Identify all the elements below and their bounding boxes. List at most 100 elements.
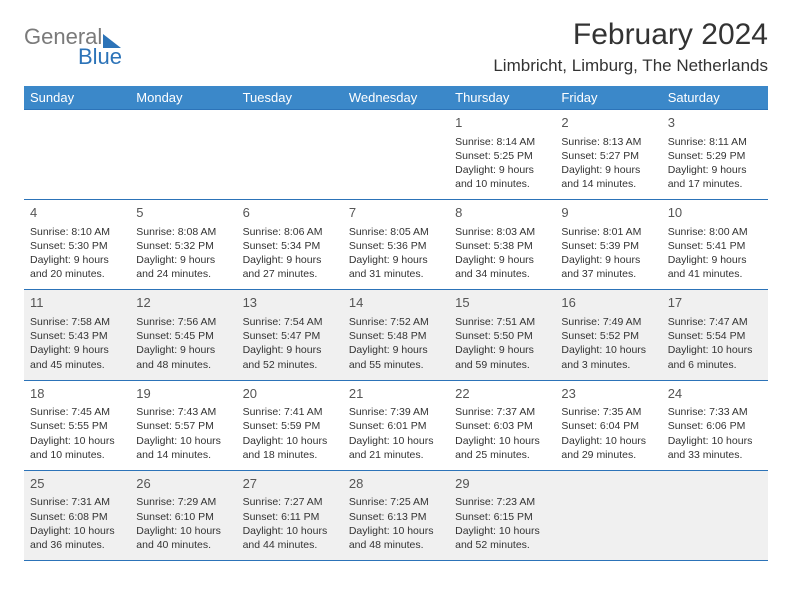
calendar-day-cell: 28Sunrise: 7:25 AMSunset: 6:13 PMDayligh… [343, 470, 449, 560]
day-number: 27 [243, 475, 337, 493]
day-number: 19 [136, 385, 230, 403]
calendar-day-cell: 18Sunrise: 7:45 AMSunset: 5:55 PMDayligh… [24, 380, 130, 470]
day-number: 10 [668, 204, 762, 222]
calendar-day-cell: 14Sunrise: 7:52 AMSunset: 5:48 PMDayligh… [343, 290, 449, 380]
sunrise-line: Sunrise: 8:13 AM [561, 135, 655, 149]
sunrise-line: Sunrise: 8:03 AM [455, 225, 549, 239]
sunset-line: Sunset: 6:04 PM [561, 419, 655, 433]
sunset-line: Sunset: 5:39 PM [561, 239, 655, 253]
brand-part2: Blue [78, 44, 122, 70]
sunset-line: Sunset: 5:36 PM [349, 239, 443, 253]
daylight-line: Daylight: 9 hours and 27 minutes. [243, 253, 337, 281]
daylight-line: Daylight: 10 hours and 21 minutes. [349, 434, 443, 462]
day-number: 25 [30, 475, 124, 493]
day-number: 16 [561, 294, 655, 312]
sunset-line: Sunset: 5:52 PM [561, 329, 655, 343]
calendar-day-cell: 11Sunrise: 7:58 AMSunset: 5:43 PMDayligh… [24, 290, 130, 380]
daylight-line: Daylight: 10 hours and 36 minutes. [30, 524, 124, 552]
day-number: 9 [561, 204, 655, 222]
calendar-empty-cell [24, 110, 130, 200]
title-block: February 2024 Limbricht, Limburg, The Ne… [493, 18, 768, 76]
sunrise-line: Sunrise: 7:51 AM [455, 315, 549, 329]
calendar-empty-cell [343, 110, 449, 200]
calendar-day-cell: 16Sunrise: 7:49 AMSunset: 5:52 PMDayligh… [555, 290, 661, 380]
sunset-line: Sunset: 5:43 PM [30, 329, 124, 343]
daylight-line: Daylight: 9 hours and 59 minutes. [455, 343, 549, 371]
daylight-line: Daylight: 9 hours and 41 minutes. [668, 253, 762, 281]
sunrise-line: Sunrise: 7:37 AM [455, 405, 549, 419]
sunrise-line: Sunrise: 7:54 AM [243, 315, 337, 329]
day-number: 18 [30, 385, 124, 403]
calendar-day-cell: 25Sunrise: 7:31 AMSunset: 6:08 PMDayligh… [24, 470, 130, 560]
sunset-line: Sunset: 5:29 PM [668, 149, 762, 163]
daylight-line: Daylight: 9 hours and 34 minutes. [455, 253, 549, 281]
sunrise-line: Sunrise: 7:49 AM [561, 315, 655, 329]
sunset-line: Sunset: 6:03 PM [455, 419, 549, 433]
calendar-day-cell: 8Sunrise: 8:03 AMSunset: 5:38 PMDaylight… [449, 200, 555, 290]
calendar-empty-cell [237, 110, 343, 200]
day-number: 15 [455, 294, 549, 312]
sunrise-line: Sunrise: 8:01 AM [561, 225, 655, 239]
calendar-day-cell: 5Sunrise: 8:08 AMSunset: 5:32 PMDaylight… [130, 200, 236, 290]
day-number: 23 [561, 385, 655, 403]
day-number: 2 [561, 114, 655, 132]
daylight-line: Daylight: 10 hours and 48 minutes. [349, 524, 443, 552]
day-number: 7 [349, 204, 443, 222]
daylight-line: Daylight: 9 hours and 14 minutes. [561, 163, 655, 191]
day-header: Friday [555, 86, 661, 110]
calendar-day-cell: 2Sunrise: 8:13 AMSunset: 5:27 PMDaylight… [555, 110, 661, 200]
day-number: 14 [349, 294, 443, 312]
calendar-day-cell: 12Sunrise: 7:56 AMSunset: 5:45 PMDayligh… [130, 290, 236, 380]
calendar-week-row: 1Sunrise: 8:14 AMSunset: 5:25 PMDaylight… [24, 110, 768, 200]
day-number: 4 [30, 204, 124, 222]
daylight-line: Daylight: 10 hours and 14 minutes. [136, 434, 230, 462]
day-number: 24 [668, 385, 762, 403]
daylight-line: Daylight: 10 hours and 40 minutes. [136, 524, 230, 552]
calendar-day-cell: 4Sunrise: 8:10 AMSunset: 5:30 PMDaylight… [24, 200, 130, 290]
daylight-line: Daylight: 9 hours and 45 minutes. [30, 343, 124, 371]
daylight-line: Daylight: 9 hours and 17 minutes. [668, 163, 762, 191]
day-number: 17 [668, 294, 762, 312]
sunrise-line: Sunrise: 8:14 AM [455, 135, 549, 149]
sunrise-line: Sunrise: 7:43 AM [136, 405, 230, 419]
sunset-line: Sunset: 5:34 PM [243, 239, 337, 253]
sunset-line: Sunset: 6:11 PM [243, 510, 337, 524]
location-subtitle: Limbricht, Limburg, The Netherlands [493, 56, 768, 76]
day-number: 29 [455, 475, 549, 493]
sunrise-line: Sunrise: 8:00 AM [668, 225, 762, 239]
sunrise-line: Sunrise: 7:56 AM [136, 315, 230, 329]
calendar-empty-cell [130, 110, 236, 200]
calendar-day-cell: 27Sunrise: 7:27 AMSunset: 6:11 PMDayligh… [237, 470, 343, 560]
calendar-day-cell: 10Sunrise: 8:00 AMSunset: 5:41 PMDayligh… [662, 200, 768, 290]
daylight-line: Daylight: 10 hours and 33 minutes. [668, 434, 762, 462]
day-number: 3 [668, 114, 762, 132]
calendar-day-cell: 22Sunrise: 7:37 AMSunset: 6:03 PMDayligh… [449, 380, 555, 470]
calendar-header-row: SundayMondayTuesdayWednesdayThursdayFrid… [24, 86, 768, 110]
calendar-day-cell: 1Sunrise: 8:14 AMSunset: 5:25 PMDaylight… [449, 110, 555, 200]
brand-logo: GeneralBlue [24, 18, 122, 70]
sunrise-line: Sunrise: 7:41 AM [243, 405, 337, 419]
calendar-day-cell: 24Sunrise: 7:33 AMSunset: 6:06 PMDayligh… [662, 380, 768, 470]
day-number: 6 [243, 204, 337, 222]
sunset-line: Sunset: 6:06 PM [668, 419, 762, 433]
calendar-day-cell: 17Sunrise: 7:47 AMSunset: 5:54 PMDayligh… [662, 290, 768, 380]
calendar-week-row: 18Sunrise: 7:45 AMSunset: 5:55 PMDayligh… [24, 380, 768, 470]
day-header: Thursday [449, 86, 555, 110]
day-number: 8 [455, 204, 549, 222]
sunset-line: Sunset: 6:01 PM [349, 419, 443, 433]
day-header: Wednesday [343, 86, 449, 110]
calendar-week-row: 4Sunrise: 8:10 AMSunset: 5:30 PMDaylight… [24, 200, 768, 290]
day-number: 13 [243, 294, 337, 312]
day-number: 21 [349, 385, 443, 403]
sunrise-line: Sunrise: 8:10 AM [30, 225, 124, 239]
day-header: Monday [130, 86, 236, 110]
sunrise-line: Sunrise: 7:39 AM [349, 405, 443, 419]
sunrise-line: Sunrise: 7:25 AM [349, 495, 443, 509]
day-number: 26 [136, 475, 230, 493]
sunset-line: Sunset: 6:13 PM [349, 510, 443, 524]
sunset-line: Sunset: 5:45 PM [136, 329, 230, 343]
calendar-day-cell: 19Sunrise: 7:43 AMSunset: 5:57 PMDayligh… [130, 380, 236, 470]
day-number: 12 [136, 294, 230, 312]
day-number: 11 [30, 294, 124, 312]
calendar-week-row: 11Sunrise: 7:58 AMSunset: 5:43 PMDayligh… [24, 290, 768, 380]
